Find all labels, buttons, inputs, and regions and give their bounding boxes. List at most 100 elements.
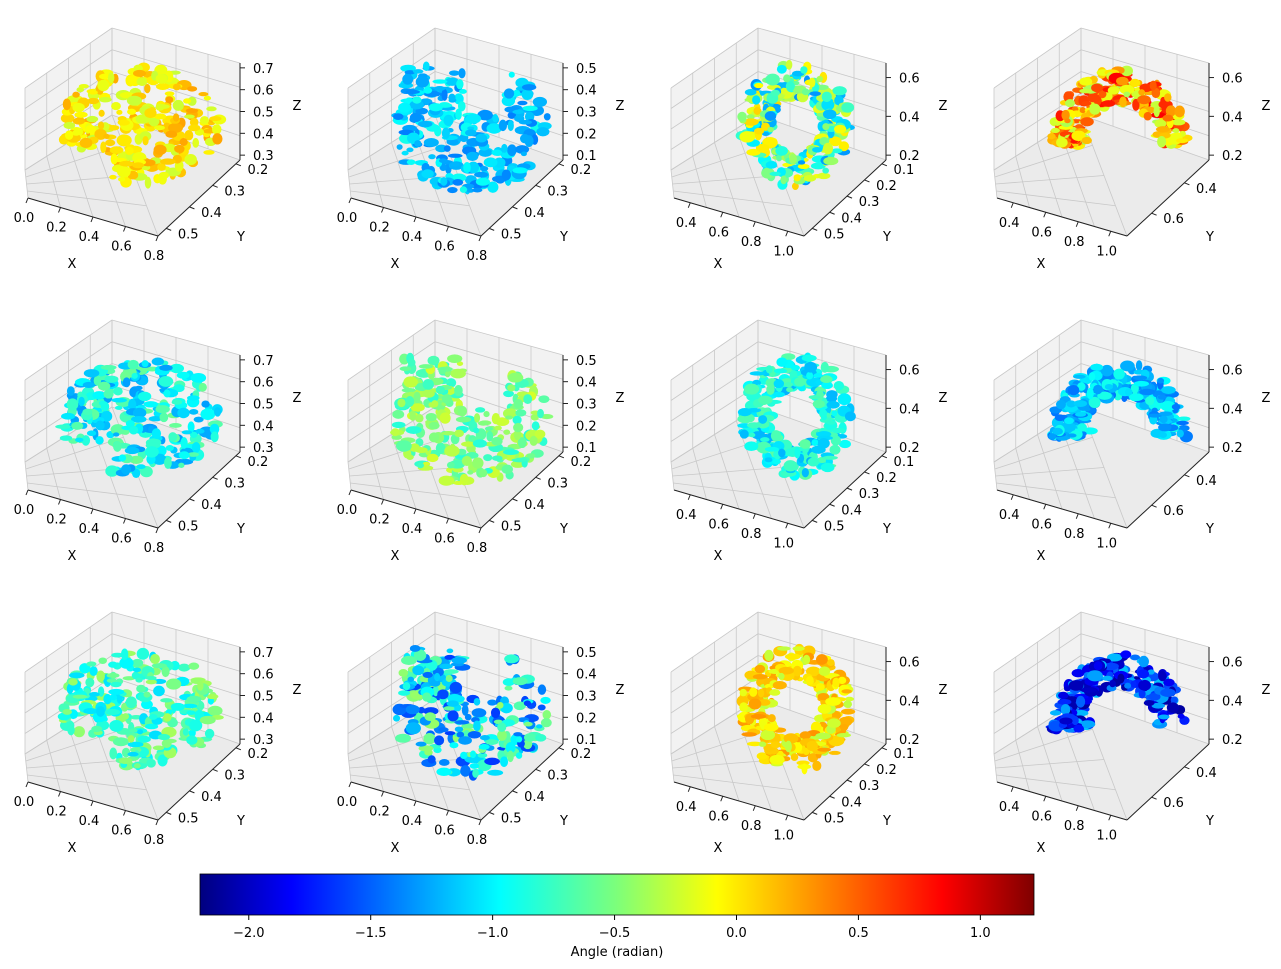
- data-point: [85, 125, 97, 134]
- data-point: [812, 399, 825, 409]
- data-point: [1064, 118, 1071, 124]
- data-point: [478, 743, 490, 750]
- data-point: [805, 666, 821, 677]
- data-point: [1060, 704, 1071, 715]
- data-point: [508, 71, 515, 78]
- data-point: [472, 187, 483, 193]
- z-tick-label: 0.1: [576, 733, 597, 748]
- x-tick-label: 0.2: [369, 513, 390, 528]
- z-tick-label: 0.1: [576, 149, 597, 164]
- y-tick-label: 0.4: [524, 790, 545, 805]
- y-tick-label: 0.3: [859, 195, 880, 210]
- data-point: [412, 96, 422, 104]
- data-point: [810, 162, 826, 170]
- grid-line: [111, 49, 241, 88]
- grid-line: [347, 49, 436, 109]
- z-tick-label: 0.3: [253, 441, 274, 456]
- y-tick-label: 0.5: [501, 519, 522, 534]
- data-point: [438, 367, 447, 375]
- data-point: [792, 665, 802, 677]
- y-tick: [189, 206, 195, 210]
- x-tick-label: 0.4: [676, 800, 697, 815]
- data-point: [186, 710, 196, 715]
- grid-line: [993, 49, 1082, 109]
- grid-line: [24, 319, 113, 381]
- data-point: [1088, 396, 1101, 408]
- colorbar: −2.0 −1.5 −1.0 −0.5 0.0 0.5 1.0 Angle (radian): [199, 873, 1035, 960]
- data-point: [165, 96, 174, 104]
- x-tick-label: 0.8: [467, 541, 488, 556]
- x-tick-label: 0.4: [676, 216, 697, 231]
- y-tick-label: 0.1: [894, 747, 915, 762]
- x-tick-label: 0.0: [337, 795, 358, 810]
- data-point: [55, 424, 71, 429]
- y-axis-line: [803, 743, 887, 821]
- data-point: [1086, 387, 1094, 400]
- data-point: [178, 451, 190, 460]
- grid-line: [24, 341, 113, 401]
- data-point: [1064, 686, 1071, 692]
- data-point: [503, 390, 514, 398]
- data-point: [450, 368, 466, 379]
- data-point: [451, 657, 467, 664]
- data-point: [112, 432, 120, 437]
- panel-2-0: 0.00.20.40.60.8X0.20.30.40.5 Y0.30.40.50.…: [14, 611, 302, 856]
- data-point: [479, 469, 488, 478]
- y-tick: [881, 163, 888, 167]
- z-tick-label: 0.5: [253, 690, 274, 705]
- data-point: [428, 432, 440, 443]
- data-point: [1120, 650, 1132, 659]
- y-tick: [166, 227, 172, 231]
- data-point: [151, 428, 162, 439]
- data-point: [64, 130, 74, 140]
- data-point: [1159, 415, 1168, 424]
- grid-line: [26, 175, 136, 185]
- data-point: [1177, 416, 1191, 421]
- y-tick-label: 0.4: [1196, 474, 1217, 489]
- data-point: [815, 654, 828, 665]
- data-point: [452, 480, 465, 485]
- grid-line: [670, 341, 759, 401]
- data-point: [1147, 413, 1162, 418]
- x-axis-label: X: [714, 841, 723, 856]
- z-tick-label: 0.2: [899, 441, 920, 456]
- data-point: [812, 760, 822, 771]
- data-point: [794, 447, 801, 459]
- x-tick: [1075, 221, 1079, 227]
- data-point: [1071, 130, 1086, 142]
- data-point: [111, 652, 124, 658]
- y-axis-line: [480, 451, 564, 529]
- data-point: [1080, 117, 1094, 127]
- data-point: [436, 767, 452, 776]
- x-tick-label: 1.0: [773, 828, 794, 843]
- data-point: [172, 113, 180, 122]
- data-point: [456, 731, 465, 738]
- data-point: [755, 143, 770, 153]
- data-point: [821, 98, 835, 111]
- data-point: [822, 167, 830, 174]
- grid-line: [434, 341, 564, 380]
- data-point: [501, 464, 513, 475]
- grid-line: [757, 27, 887, 64]
- data-point: [396, 144, 403, 150]
- point-cloud: [392, 645, 552, 781]
- y-tick-label: 0.4: [201, 498, 222, 513]
- data-point: [1129, 654, 1141, 661]
- data-point: [819, 409, 828, 418]
- data-point: [61, 412, 76, 420]
- data-point: [423, 732, 436, 745]
- data-point: [764, 649, 774, 661]
- grid-line: [434, 27, 564, 64]
- data-point: [422, 692, 432, 702]
- y-tick: [846, 779, 853, 783]
- data-point: [467, 161, 480, 174]
- y-tick-label: 0.3: [224, 768, 245, 783]
- data-point: [806, 371, 814, 380]
- data-point: [448, 70, 460, 76]
- x-tick: [155, 527, 159, 534]
- data-point: [1047, 133, 1056, 140]
- y-tick: [846, 195, 853, 199]
- data-point: [116, 134, 132, 147]
- data-point: [1075, 710, 1086, 717]
- x-tick-label: 0.2: [369, 221, 390, 236]
